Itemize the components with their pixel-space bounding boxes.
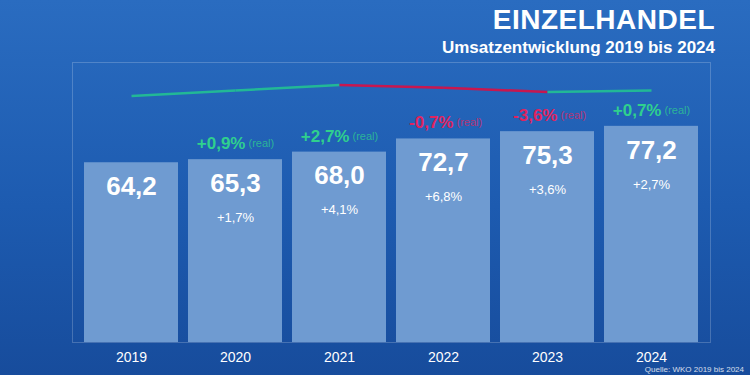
html-text:Umsatzentwicklung 2019 bis 202: Umsatzentwicklung 2019 bis 2024: [441, 38, 715, 57]
svg-text:2019: 2019: [116, 349, 147, 365]
svg-text:+6,8%: +6,8%: [425, 189, 463, 204]
svg-text:-0,7%: -0,7%: [409, 113, 453, 132]
svg-text:64,2: 64,2: [106, 171, 157, 201]
svg-text:77,2: 77,2: [626, 135, 677, 165]
html-text:Quelle: WKO 2019 bis 2024: Quelle: WKO 2019 bis 2024: [644, 365, 744, 374]
svg-text:72,7: 72,7: [418, 147, 469, 177]
svg-text:(real): (real): [457, 116, 483, 128]
svg-text:68,0: 68,0: [314, 160, 365, 190]
svg-text:2022: 2022: [428, 349, 459, 365]
svg-text:+1,7%: +1,7%: [217, 210, 255, 225]
svg-text:2020: 2020: [220, 349, 251, 365]
svg-text:+2,7%: +2,7%: [301, 127, 350, 146]
svg-text:(real): (real): [249, 137, 275, 149]
html-text:EINZELHANDEL: EINZELHANDEL: [492, 4, 715, 35]
svg-text:(real): (real): [353, 130, 379, 142]
svg-text:65,3: 65,3: [210, 168, 261, 198]
svg-text:2024: 2024: [636, 349, 667, 365]
svg-text:+4,1%: +4,1%: [321, 202, 359, 217]
svg-text:2021: 2021: [324, 349, 355, 365]
svg-text:+0,7%: +0,7%: [613, 101, 662, 120]
svg-text:(real): (real): [561, 109, 587, 121]
svg-text:-3,6%: -3,6%: [513, 106, 557, 125]
svg-text:2023: 2023: [532, 349, 563, 365]
svg-text:+3,6%: +3,6%: [529, 182, 567, 197]
svg-text:+2,7%: +2,7%: [633, 177, 671, 192]
svg-text:(real): (real): [665, 104, 691, 116]
svg-text:+0,9%: +0,9%: [197, 134, 246, 153]
svg-text:75,3: 75,3: [522, 140, 573, 170]
